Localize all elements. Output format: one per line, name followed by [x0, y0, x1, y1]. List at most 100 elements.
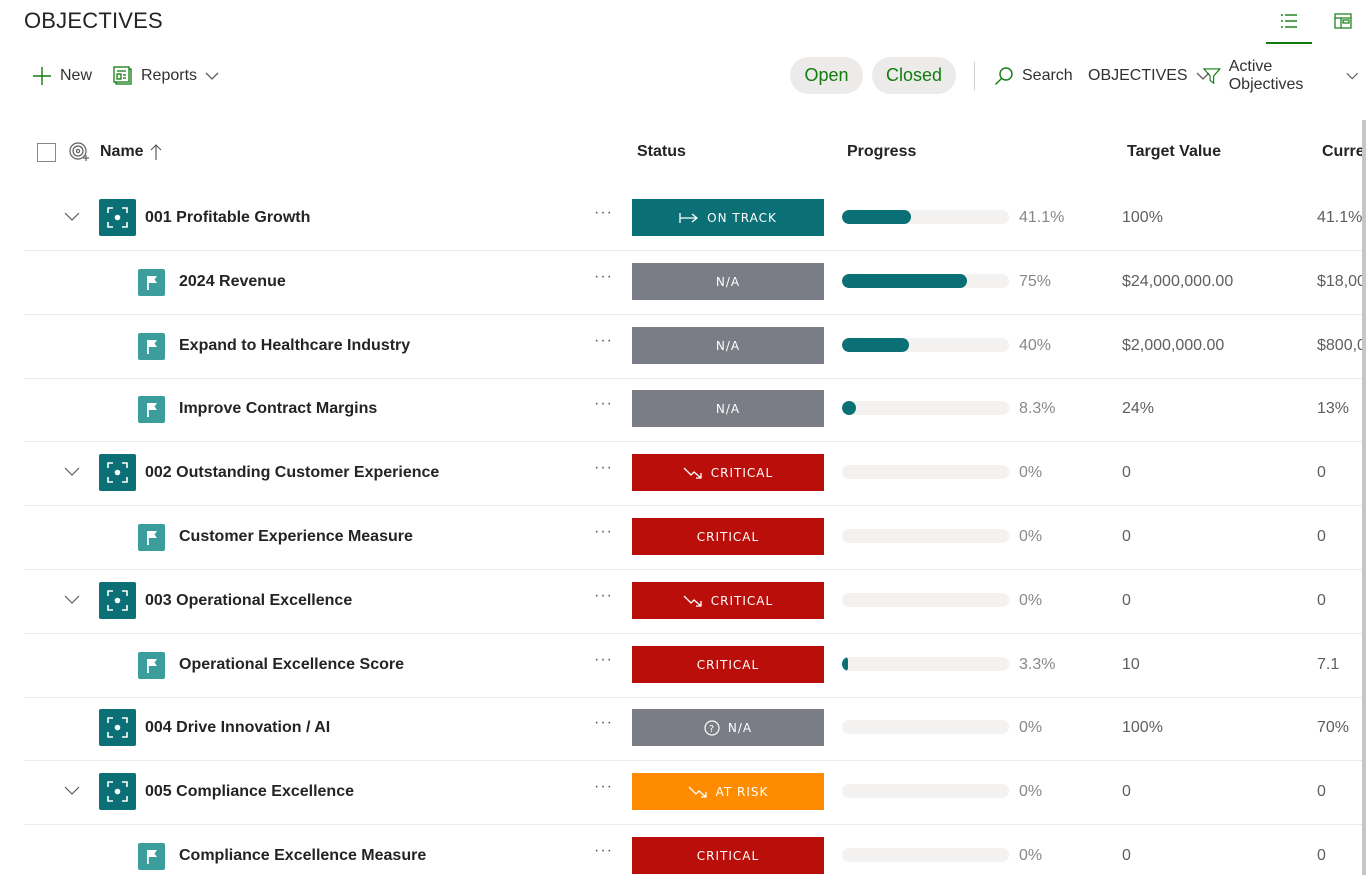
more-options-icon[interactable]: ··· [594, 204, 613, 221]
objective-name[interactable]: 002 Outstanding Customer Experience [145, 464, 440, 481]
view-selector[interactable]: OBJECTIVES [1088, 56, 1214, 96]
progress-bar [842, 465, 1009, 479]
more-options-icon[interactable]: ··· [594, 332, 613, 349]
list-view-icon [1281, 14, 1297, 28]
progress-bar-fill [842, 274, 968, 288]
filter-selector[interactable]: Active Objectives [1203, 56, 1366, 96]
more-options-icon[interactable]: ··· [594, 459, 613, 476]
objective-row[interactable]: 001 Profitable Growth ··· ON TRACK 41.1% 100… [24, 186, 1366, 251]
trend-down-icon [688, 786, 707, 798]
progress-value: 0% [1019, 783, 1043, 800]
key-result-name[interactable]: 2024 Revenue [179, 273, 286, 290]
progress-bar [842, 210, 1009, 224]
report-icon [113, 66, 132, 85]
status-badge-label: N/A [715, 338, 741, 353]
status-badge-label: CRITICAL [710, 465, 774, 480]
column-header-name[interactable]: Name [100, 132, 162, 172]
view-switcher [1258, 0, 1366, 44]
reports-button[interactable]: Reports [113, 56, 219, 96]
target-value: 0 [1122, 783, 1131, 800]
list-view-button[interactable] [1266, 0, 1312, 44]
objective-row[interactable]: 005 Compliance Excellence ··· AT RISK 0% 0 0 [24, 760, 1366, 825]
chevron-down-icon[interactable] [64, 782, 80, 798]
progress-value: 3.3% [1019, 656, 1056, 673]
more-options-icon[interactable]: ··· [594, 778, 613, 795]
new-button[interactable]: New [32, 56, 92, 96]
progress-value: 0% [1019, 719, 1043, 736]
board-view-button[interactable] [1320, 0, 1366, 42]
objective-icon [99, 454, 136, 491]
current-value: $18,00 [1317, 273, 1366, 290]
objective-name[interactable]: 001 Profitable Growth [145, 209, 311, 226]
column-header-progress[interactable]: Progress [847, 143, 917, 160]
objective-name[interactable]: 003 Operational Excellence [145, 592, 353, 609]
column-header-current-value[interactable]: Curre [1322, 143, 1365, 160]
objective-name[interactable]: 004 Drive Innovation / AI [145, 719, 331, 736]
status-badge: CRITICAL [632, 646, 824, 683]
more-options-icon[interactable]: ··· [594, 523, 613, 540]
filter-label: Active Objectives [1228, 58, 1304, 93]
vertical-scrollbar[interactable] [1362, 120, 1366, 875]
objective-row[interactable]: 004 Drive Innovation / AI ···? N/A 0% 100% 70… [24, 696, 1366, 761]
key-result-row[interactable]: 2024 Revenue ··· N/A 75% $24,000,000.00 $18,0… [24, 250, 1366, 315]
column-header-status[interactable]: Status [637, 143, 686, 160]
key-result-row[interactable]: Compliance Excellence Measure ··· CRITICAL… [24, 824, 1366, 875]
trend-down-icon [683, 595, 702, 607]
current-value: 70% [1317, 719, 1350, 736]
chevron-down-icon [1196, 72, 1210, 80]
key-result-row[interactable]: Customer Experience Measure ··· CRITICAL 0%… [24, 505, 1366, 570]
closed-filter-pill[interactable]: Closed [872, 57, 956, 94]
status-badge: N/A [632, 327, 824, 364]
chevron-down-icon[interactable] [64, 591, 80, 607]
progress-value: 0% [1019, 592, 1043, 609]
target-value: 100% [1122, 719, 1163, 736]
more-options-icon[interactable]: ··· [594, 395, 613, 412]
status-badge: ON TRACK [632, 199, 824, 236]
key-result-name[interactable]: Customer Experience Measure [179, 528, 413, 545]
flag-icon [138, 524, 165, 551]
key-result-name[interactable]: Improve Contract Margins [179, 400, 378, 417]
more-options-icon[interactable]: ··· [594, 842, 613, 859]
command-bar: New Reports [0, 56, 1366, 96]
progress-bar [842, 529, 1009, 543]
target-value: 0 [1122, 847, 1131, 864]
progress-bar-fill [842, 657, 848, 671]
objective-icon [99, 199, 136, 236]
key-result-row[interactable]: Operational Excellence Score ··· CRITICAL 3… [24, 633, 1366, 698]
flag-icon [138, 652, 165, 679]
more-options-icon[interactable]: ··· [594, 587, 613, 604]
current-value: 41.1% [1317, 209, 1363, 226]
chevron-down-icon[interactable] [64, 208, 80, 224]
more-options-icon[interactable]: ··· [594, 268, 613, 285]
objective-icon [99, 582, 136, 619]
search-label: Search [1022, 67, 1073, 84]
select-all-checkbox[interactable] [37, 132, 56, 172]
column-name-label: Name [100, 143, 144, 160]
status-badge: CRITICAL [632, 454, 824, 491]
key-result-name[interactable]: Compliance Excellence Measure [179, 847, 427, 864]
more-options-icon[interactable]: ··· [594, 651, 613, 668]
flag-icon [138, 269, 165, 296]
chevron-down-icon[interactable] [64, 463, 80, 479]
key-result-name[interactable]: Expand to Healthcare Industry [179, 337, 411, 354]
progress-bar-fill [842, 401, 856, 415]
status-badge-label: AT RISK [715, 784, 769, 799]
current-value: 13% [1317, 400, 1350, 417]
open-filter-pill[interactable]: Open [790, 57, 863, 94]
target-value: 10 [1122, 656, 1140, 673]
more-options-icon[interactable]: ··· [594, 714, 613, 731]
objective-row[interactable]: 002 Outstanding Customer Experience ··· CR… [24, 441, 1366, 506]
key-result-row[interactable]: Improve Contract Margins ··· N/A 8.3% 24% 13% [24, 377, 1366, 442]
board-view-icon [1334, 13, 1352, 29]
column-header-target-value[interactable]: Target Value [1127, 143, 1221, 160]
search-button[interactable]: Search [994, 56, 1073, 96]
progress-bar [842, 784, 1009, 798]
current-value: 7.1 [1317, 656, 1340, 673]
current-value: $800,0 [1317, 337, 1366, 354]
key-result-name[interactable]: Operational Excellence Score [179, 656, 404, 673]
objective-name[interactable]: 005 Compliance Excellence [145, 783, 354, 800]
key-result-row[interactable]: Expand to Healthcare Industry ··· N/A 40% $2… [24, 314, 1366, 379]
target-value: 24% [1122, 400, 1155, 417]
objective-row[interactable]: 003 Operational Excellence ··· CRITICAL 0% 0… [24, 569, 1366, 634]
current-value: 0 [1317, 464, 1326, 481]
